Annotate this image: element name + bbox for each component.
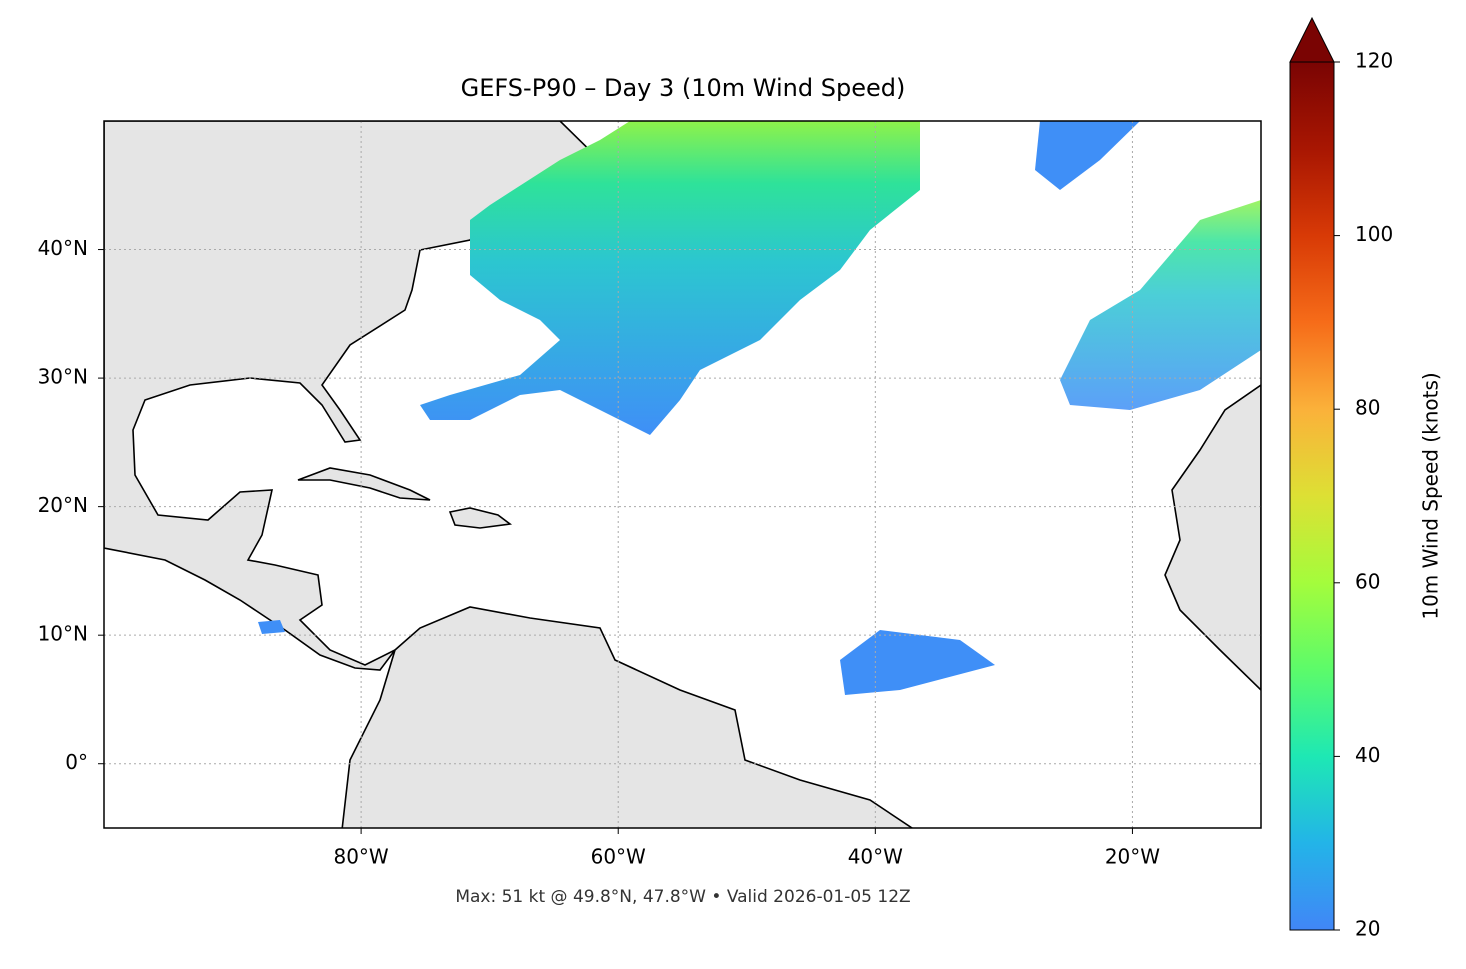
y-tick-label: 10°N xyxy=(38,622,88,646)
y-tick-label: 0° xyxy=(65,750,88,774)
wind-field xyxy=(420,121,920,435)
hispaniola xyxy=(448,507,513,529)
cuba xyxy=(297,467,431,501)
wind-field xyxy=(258,620,285,634)
map-area xyxy=(104,121,1261,828)
colorbar-extend xyxy=(1289,16,1335,63)
colorbar-tick-label: 20 xyxy=(1355,917,1380,941)
wind-field xyxy=(1035,121,1140,190)
title: GEFS-P90 – Day 3 (10m Wind Speed) xyxy=(461,74,906,102)
x-tick-label: 20°W xyxy=(1105,845,1160,869)
colorbar-frame xyxy=(1289,61,1335,931)
colorbar-label: 10m Wind Speed (knots) xyxy=(1419,372,1443,619)
wind-field xyxy=(840,630,995,695)
colorbar-tick-label: 80 xyxy=(1355,396,1380,420)
y-tick-label: 40°N xyxy=(38,236,88,260)
colorbar-tick-label: 40 xyxy=(1355,743,1380,767)
colorbar-tick-label: 60 xyxy=(1355,569,1380,593)
north-america xyxy=(104,121,617,671)
africa xyxy=(1164,384,1261,692)
x-tick-label: 80°W xyxy=(333,845,388,869)
footer-note: Max: 51 kt @ 49.8°N, 47.8°W • Valid 2026… xyxy=(455,887,910,907)
y-tick-label: 20°N xyxy=(38,493,88,517)
x-tick-label: 40°W xyxy=(848,845,903,869)
colorbar xyxy=(1290,62,1334,930)
map-frame xyxy=(103,120,1262,829)
x-tick-label: 60°W xyxy=(591,845,646,869)
colorbar-tick-label: 120 xyxy=(1355,49,1393,73)
south-america xyxy=(341,606,914,828)
y-tick-label: 30°N xyxy=(38,365,88,389)
wind-field xyxy=(1060,200,1261,410)
colorbar-tick-label: 100 xyxy=(1355,222,1393,246)
